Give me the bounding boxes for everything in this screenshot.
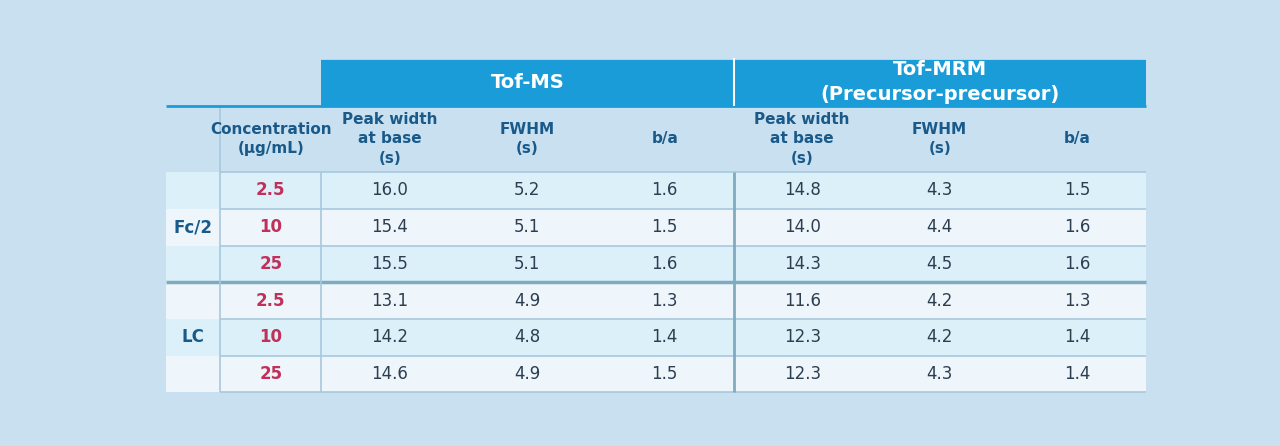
Text: LC: LC [182,328,205,346]
Text: 4.2: 4.2 [927,328,952,346]
Bar [166,209,1146,245]
Text: 4.9: 4.9 [515,365,540,383]
Text: Concentration
(µg/mL): Concentration (µg/mL) [210,122,332,157]
Text: 14.3: 14.3 [783,255,820,273]
Text: 1.6: 1.6 [1064,255,1091,273]
Text: 5.1: 5.1 [515,255,540,273]
Text: 2.5: 2.5 [256,182,285,199]
Text: 1.4: 1.4 [1064,365,1091,383]
Text: Tof-MRM
(Precursor-precursor): Tof-MRM (Precursor-precursor) [820,60,1060,104]
Bar [166,282,1146,319]
Text: 1.5: 1.5 [652,218,678,236]
Text: 14.0: 14.0 [783,218,820,236]
Text: 12.3: 12.3 [783,365,820,383]
Bar [166,172,1146,209]
Text: 12.3: 12.3 [783,328,820,346]
Text: 14.8: 14.8 [783,182,820,199]
Bar [166,58,1146,106]
Text: 25: 25 [260,255,283,273]
Text: FWHM
(s): FWHM (s) [499,122,556,157]
Text: 15.5: 15.5 [371,255,408,273]
Text: 4.3: 4.3 [927,182,952,199]
Text: 4.8: 4.8 [515,328,540,346]
Text: 5.1: 5.1 [515,218,540,236]
Text: 4.2: 4.2 [927,292,952,310]
Text: b/a: b/a [1064,132,1091,146]
Text: 10: 10 [260,328,283,346]
Text: 1.5: 1.5 [1064,182,1091,199]
Text: 5.2: 5.2 [515,182,540,199]
Bar [166,355,1146,392]
Text: 1.4: 1.4 [652,328,678,346]
Text: 14.6: 14.6 [371,365,408,383]
Text: 2.5: 2.5 [256,292,285,310]
Text: 11.6: 11.6 [783,292,820,310]
Bar [166,245,1146,282]
Text: 4.5: 4.5 [927,255,952,273]
Text: 1.6: 1.6 [652,255,678,273]
Bar [321,58,733,106]
Text: 1.6: 1.6 [652,182,678,199]
Text: Peak width
at base
(s): Peak width at base (s) [342,112,438,166]
Text: 4.4: 4.4 [927,218,952,236]
Text: 1.3: 1.3 [652,292,678,310]
Text: 14.2: 14.2 [371,328,408,346]
Text: 1.6: 1.6 [1064,218,1091,236]
Text: 4.3: 4.3 [927,365,952,383]
Text: 4.9: 4.9 [515,292,540,310]
Text: 16.0: 16.0 [371,182,408,199]
Text: Peak width
at base
(s): Peak width at base (s) [754,112,850,166]
Text: Tof-MS: Tof-MS [490,73,564,91]
Bar [733,58,1146,106]
Text: b/a: b/a [652,132,678,146]
Text: 15.4: 15.4 [371,218,408,236]
Bar [166,106,1146,172]
Text: 10: 10 [260,218,283,236]
Bar [166,319,1146,355]
Text: 1.4: 1.4 [1064,328,1091,346]
Text: FWHM
(s): FWHM (s) [913,122,968,157]
Text: Fc/2: Fc/2 [174,218,212,236]
Text: 25: 25 [260,365,283,383]
Text: 13.1: 13.1 [371,292,408,310]
Text: 1.3: 1.3 [1064,292,1091,310]
Text: 1.5: 1.5 [652,365,678,383]
